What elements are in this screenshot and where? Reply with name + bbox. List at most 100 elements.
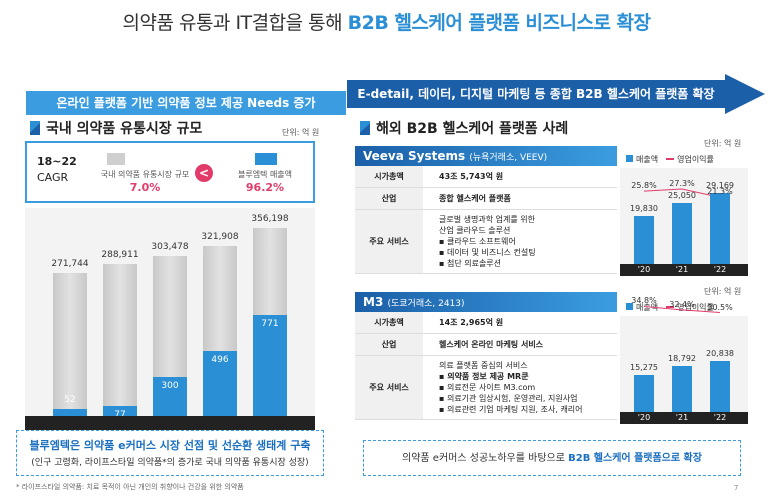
cagr-item1-label: 국내 의약품 유통시장 규모 <box>100 170 190 179</box>
info-row: 시가총액 14조 2,965억 원 <box>355 312 617 334</box>
band-left: 온라인 플랫폼 기반 의약품 정보 제공 Needs 증가 <box>26 91 346 115</box>
year-label: '22 <box>263 426 277 436</box>
info-key: 시가총액 <box>355 166 423 187</box>
right-section-title: 해외 B2B 헬스케어 플랫폼 사례 <box>360 118 568 138</box>
info-value: 헬스케어 온라인 마케팅 서비스 <box>423 334 543 355</box>
right-bottom-box: 의약품 e커머스 성공노하우를 바탕으로 B2B 헬스케어 플랫폼으로 확장 <box>363 440 741 476</box>
sales-label: 25,050 <box>668 191 696 201</box>
bluemtec-bar <box>103 405 137 416</box>
year-label: '18 <box>63 426 77 436</box>
legend-line-swatch <box>666 306 675 308</box>
info-key: 산업 <box>355 188 423 209</box>
left-note-box <box>16 430 324 476</box>
mini-legend: 매출액 영업이익률 <box>626 154 714 165</box>
info-value: 의료 플랫폼 중심의 서비스 ▪ 의약품 정보 제공 MR쿤 ▪ 의료전문 사이트 … <box>423 356 583 419</box>
margin-label: 32.4% <box>669 299 695 309</box>
info-key: 주요 서비스 <box>355 356 423 419</box>
info-line: ▪ 의료관련 기업 마케팅 지원, 조사, 캐리어 <box>439 405 583 414</box>
bluemtec-bar <box>53 409 87 416</box>
company-name: M3 <box>363 295 388 309</box>
sales-bar <box>634 374 654 412</box>
info-key: 시가총액 <box>355 312 423 333</box>
market-bar <box>103 263 137 416</box>
mini-year-label: '22 <box>713 265 727 274</box>
margin-label: 30.5% <box>707 302 733 312</box>
market-bar-label: 321,908 <box>201 232 239 243</box>
year-label: '21 <box>213 426 227 436</box>
margin-line-svg <box>643 188 721 198</box>
info-value: 글로벌 생명과학 업계를 위한 산업 클라우드 솔루션 ▪ 클라우드 소프트웨어 ▪ … <box>423 210 536 273</box>
info-line: 글로벌 생명과학 업계를 위한 <box>439 215 535 224</box>
mini-axis <box>620 412 748 424</box>
info-value: 14조 2,965억 원 <box>423 312 503 333</box>
margin-label: 21.3% <box>707 187 733 197</box>
sales-label: 20,838 <box>706 349 734 359</box>
company-m3: M3 (도쿄거래소, 2413) 시가총액 14조 2,965억 원 산업 헬스케어 온… <box>355 292 617 420</box>
left-note-sub: (인구 고령화, 라이프스타일 의약품*의 증가로 국내 의약품 유통시장 성장… <box>31 458 309 468</box>
company-header: Veeva Systems (뉴욕거래소, VEEV) <box>355 146 617 166</box>
mini-axis <box>620 264 748 276</box>
bluemtec-bar-label: 496 <box>211 354 229 365</box>
margin-label: 25.8% <box>631 181 657 191</box>
bluemtec-bar-label: 300 <box>161 380 179 391</box>
legend-bar-swatch <box>626 303 633 310</box>
year-label: '20 <box>163 426 177 436</box>
info-row: 산업 헬스케어 온라인 마케팅 서비스 <box>355 334 617 356</box>
info-line: 종합 헬스케어 플랫폼 <box>439 194 511 203</box>
company-name: Veeva Systems <box>363 149 470 163</box>
page-title: 의약품 유통과 IT결합을 통해 B2B 헬스케어 플랫폼 비즈니스로 확장 <box>122 12 651 34</box>
year-label: '19 <box>113 426 127 436</box>
info-value: 종합 헬스케어 플랫폼 <box>423 188 511 209</box>
sales-bar <box>672 203 692 264</box>
sales-bar <box>710 361 730 412</box>
info-line: ▪ 의약품 정보 제공 MR쿤 <box>439 372 529 381</box>
sales-label: 19,830 <box>630 203 658 213</box>
market-bar-label: 288,911 <box>101 249 139 260</box>
info-line: ▪ 클라우드 소프트웨어 <box>439 237 516 246</box>
cagr-label: CAGR <box>37 171 69 184</box>
cagr-item1-value: 7.0% <box>129 181 161 194</box>
info-row: 산업 종합 헬스케어 플랫폼 <box>355 188 617 210</box>
sales-bar <box>672 366 692 412</box>
company-veeva: Veeva Systems (뉴욕거래소, VEEV) 시가총액 43조 5,743… <box>355 146 617 274</box>
sales-bar <box>710 193 730 264</box>
margin-label: 27.3% <box>669 178 695 188</box>
margin-line <box>643 188 721 198</box>
sales-label: 15,275 <box>630 362 658 372</box>
legend-line-swatch <box>666 158 675 160</box>
bluemtec-bar-label: 52 <box>64 395 76 406</box>
sales-label: 18,792 <box>668 354 696 364</box>
market-bar-label: 356,198 <box>251 214 289 224</box>
mini-year-label: '20 <box>637 413 651 422</box>
bluemtec-bar-label: 77 <box>114 409 126 420</box>
margin-label: 34.8% <box>631 296 657 306</box>
market-bar <box>53 272 87 416</box>
bluemtec-bar-label: 771 <box>261 318 279 329</box>
market-bar-label: 303,478 <box>151 241 189 252</box>
legend-gray <box>107 153 125 165</box>
arrow-right-icon <box>725 74 765 114</box>
legend-blue <box>255 153 277 165</box>
mini-legend: 매출액 영업이익률 <box>626 302 714 313</box>
legend-line-label: 영업이익률 <box>677 155 714 164</box>
cagr-item2-label: 블루엠텍 매출액 <box>237 170 293 179</box>
bluemtec-bar <box>203 350 237 416</box>
legend-bar-label: 매출액 <box>636 155 659 164</box>
info-line: ▪ 데이터 및 비즈니스 컨설팅 <box>439 248 536 257</box>
legend-bar-swatch <box>626 155 633 162</box>
mini-year-label: '21 <box>675 413 689 422</box>
sales-bar <box>634 215 654 264</box>
company-exchange: (뉴욕거래소, VEEV) <box>469 153 548 163</box>
bluemtec-bar <box>253 314 287 416</box>
info-row: 주요 서비스 글로벌 생명과학 업계를 위한 산업 클라우드 솔루션 ▪ 클라우드 소… <box>355 210 617 274</box>
legend-bar-label: 매출액 <box>636 303 659 312</box>
less-than-icon: < <box>195 164 213 182</box>
legend-line-label: 영업이익률 <box>677 303 714 312</box>
info-line: 의료 플랫폼 중심의 서비스 <box>439 361 528 370</box>
info-line: ▪ 첨단 의료솔루션 <box>439 259 502 268</box>
mini-year-label: '21 <box>675 265 689 274</box>
info-row: 시가총액 43조 5,743억 원 <box>355 166 617 188</box>
page-number: 7 <box>734 484 739 492</box>
margin-line-svg <box>643 305 721 313</box>
info-line: 헬스케어 온라인 마케팅 서비스 <box>439 340 544 349</box>
